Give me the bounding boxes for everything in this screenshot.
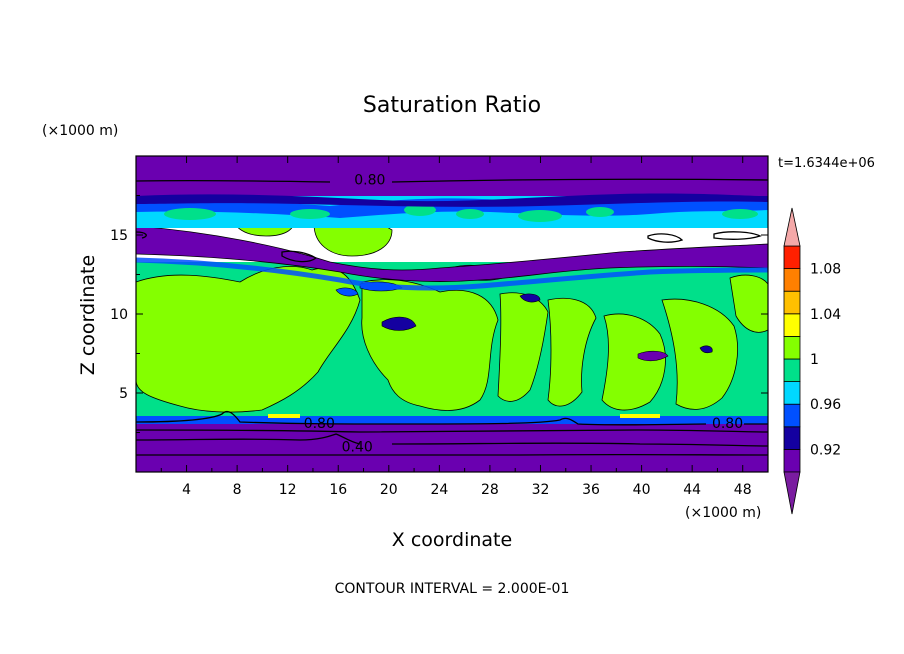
- colorbar-swatch: [783, 245, 801, 270]
- lower-yellow-strip: [268, 414, 660, 418]
- x-axis-ticks: 4 8 12 16 20 24 28 32 36 40 44 48: [160, 156, 752, 498]
- colorbar-swatch: [783, 268, 801, 292]
- x-unit-label: (×1000 m): [685, 505, 761, 521]
- x-tick-label: 44: [683, 482, 701, 498]
- colorbar-swatch: [783, 448, 801, 473]
- dry-band-edge: [136, 257, 768, 291]
- y-unit-label: (×1000 m): [42, 123, 118, 139]
- colorbar-over-arrow: [783, 207, 801, 247]
- contour-interval-footer: CONTOUR INTERVAL = 2.000E-01: [335, 581, 570, 597]
- upper-moist-cells: [164, 204, 758, 222]
- contour-label: 0.80: [304, 416, 335, 432]
- y-axis-label: Z coordinate: [77, 255, 99, 375]
- colorbar-swatch: [783, 313, 801, 337]
- colorbar-swatch: [783, 335, 801, 360]
- y-tick-label: 5: [119, 386, 128, 402]
- y-tick-label: 10: [110, 307, 128, 323]
- saturated-regions: [136, 204, 768, 413]
- x-tick-label: 4: [182, 482, 191, 498]
- x-tick-label: 8: [233, 482, 242, 498]
- x-tick-label: 16: [329, 482, 347, 498]
- contour-label: 0.80: [354, 173, 385, 189]
- y-tick-label: 15: [110, 228, 128, 244]
- y-axis-ticks: 5 10 15: [110, 195, 768, 433]
- contour-label: 0.40: [342, 440, 373, 456]
- colorbar-swatch: [783, 381, 801, 405]
- colorbar-swatch: [783, 358, 801, 383]
- x-tick-label: 36: [582, 482, 600, 498]
- colorbar-tick-label: 1: [810, 352, 819, 368]
- x-tick-label: 24: [430, 482, 448, 498]
- chart-title: Saturation Ratio: [363, 93, 541, 118]
- colorbar-swatch: [783, 290, 801, 315]
- x-tick-label: 48: [734, 482, 752, 498]
- x-axis-label: X coordinate: [392, 529, 512, 551]
- colorbar-under-arrow: [783, 471, 801, 515]
- band-upper-dry: [136, 156, 768, 196]
- contour-label: 0.80: [712, 416, 743, 432]
- contour-label-layer: 0.80 0.80 0.40 0.80: [304, 173, 743, 456]
- x-tick-label: 20: [380, 482, 398, 498]
- x-tick-label: 12: [279, 482, 297, 498]
- lower-transition: [136, 416, 768, 424]
- time-label: t=1.6344e+06: [778, 156, 875, 171]
- colorbar-tick-label: 1.04: [810, 307, 841, 323]
- colorbar-swatch: [783, 426, 801, 450]
- x-tick-label: 32: [532, 482, 550, 498]
- colorbar-swatch: [783, 403, 801, 428]
- plot-area: [136, 156, 768, 472]
- colorbar-tick-label: 0.92: [810, 442, 841, 458]
- band-lower-dry: [136, 420, 768, 472]
- x-tick-label: 40: [633, 482, 651, 498]
- dry-band: [136, 225, 768, 282]
- upper-dry-edge: [136, 193, 768, 207]
- colorbar-tick-label: 0.96: [810, 397, 841, 413]
- colorbar-tick-label: 1.08: [810, 262, 841, 278]
- x-tick-label: 28: [481, 482, 499, 498]
- contour-lines: [136, 178, 768, 457]
- colorbar: 0.92 0.96 1 1.04 1.08: [783, 207, 841, 515]
